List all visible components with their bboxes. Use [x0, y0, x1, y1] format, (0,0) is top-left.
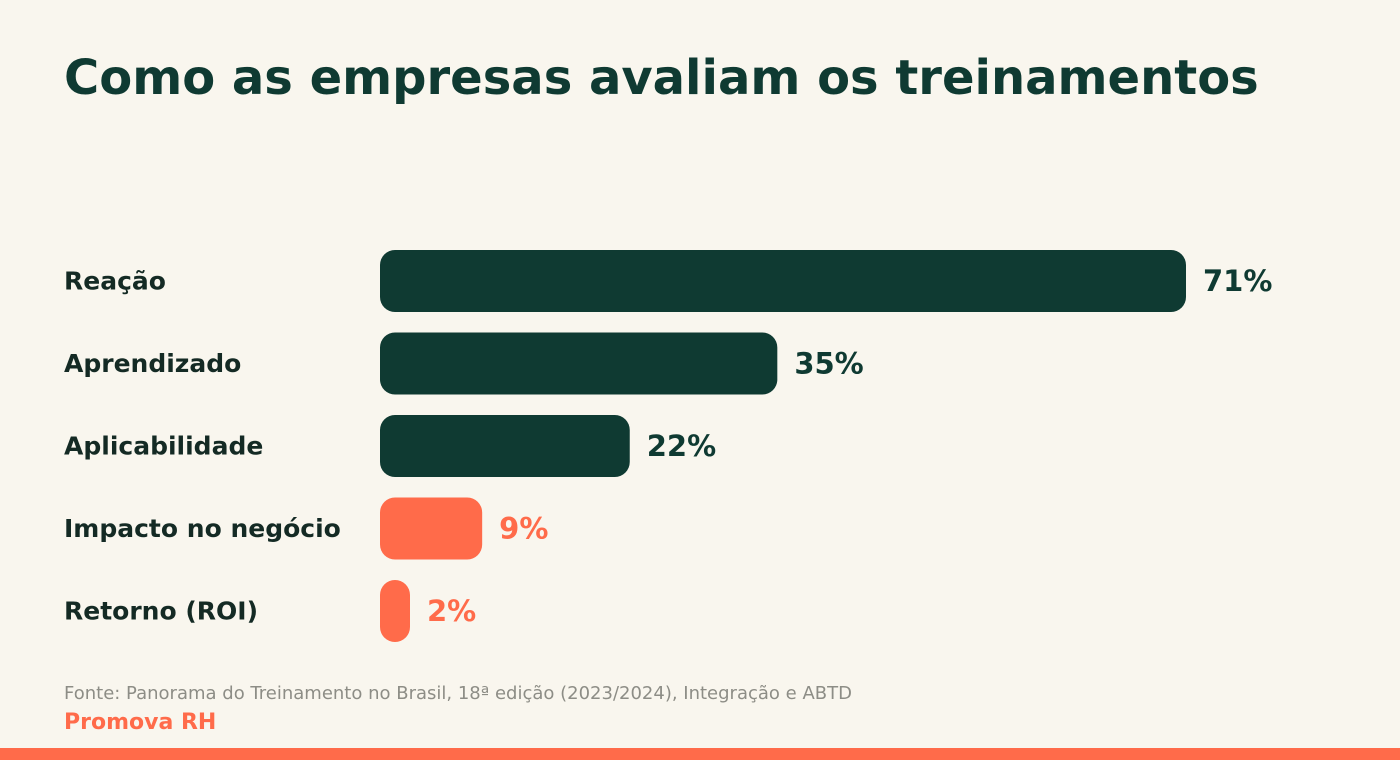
chart-title: Como as empresas avaliam os treinamentos	[64, 50, 1259, 106]
bar	[380, 497, 483, 560]
value-label: 71%	[1203, 264, 1272, 298]
category-label: Aplicabilidade	[64, 432, 263, 461]
value-label: 2%	[427, 594, 476, 628]
bar	[380, 332, 778, 395]
bar	[380, 415, 630, 477]
value-label: 22%	[647, 429, 716, 463]
category-label: Aprendizado	[64, 349, 241, 378]
category-label: Retorno (ROI)	[64, 597, 258, 626]
source-note: Fonte: Panorama do Treinamento no Brasil…	[64, 683, 852, 704]
bottom-accent-bar	[0, 748, 1400, 760]
value-label: 35%	[794, 347, 863, 381]
brand-name: Promova RH	[64, 710, 217, 735]
category-label: Reação	[64, 267, 166, 296]
bar	[380, 580, 410, 642]
category-label: Impacto no negócio	[64, 514, 341, 543]
value-label: 9%	[499, 512, 548, 546]
bar	[380, 250, 1186, 312]
